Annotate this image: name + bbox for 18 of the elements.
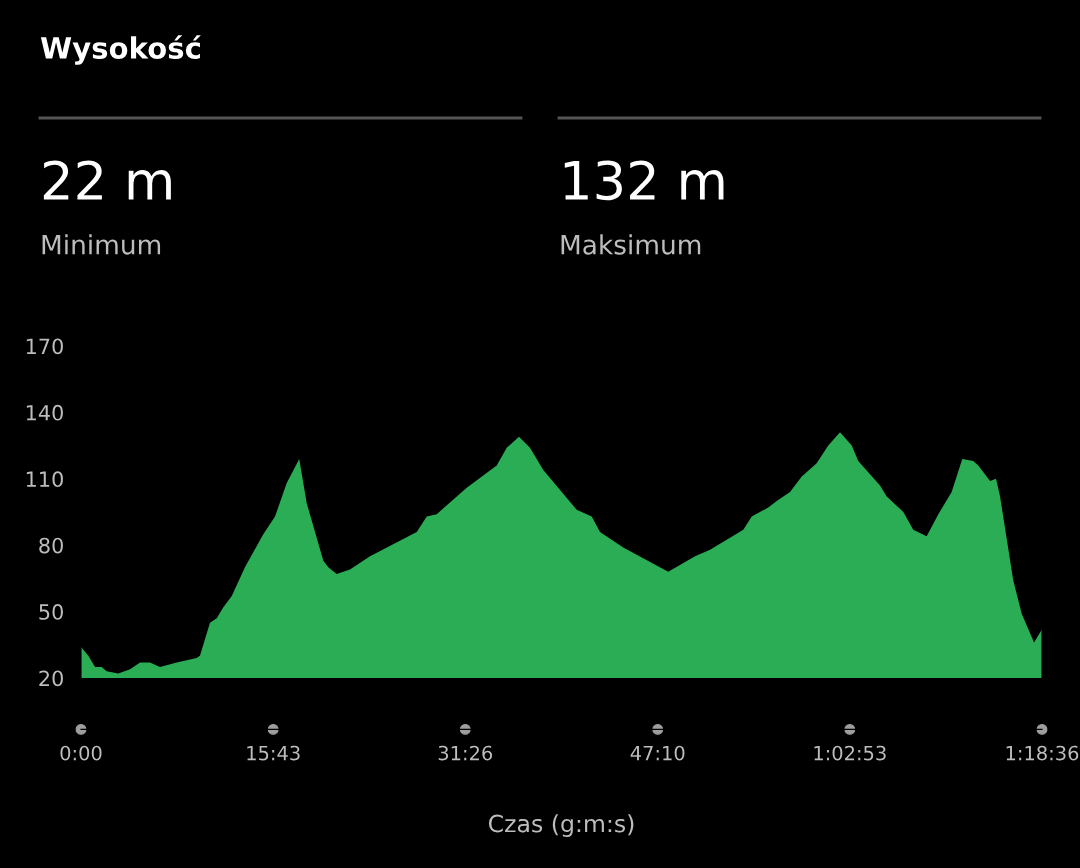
y-tick-label: 50 — [39, 604, 63, 620]
chart-title: Wysokość — [40, 35, 201, 65]
x-tick-label: 1:18:36 — [1006, 745, 1079, 761]
y-tick-label: 110 — [26, 471, 63, 488]
text: 22 m — [43, 160, 171, 200]
x-tick-label: 47:10 — [630, 745, 685, 761]
y-tick-label: 20 — [39, 670, 63, 687]
y-tick-label: 80 — [39, 537, 63, 554]
x-tick-label: 0:00 — [60, 745, 102, 761]
x-tick-label: 1:02:53 — [814, 745, 886, 761]
x-tick-label: 15:43 — [247, 745, 300, 761]
x-axis-title: Czas (g:m:s) — [488, 814, 634, 838]
text: Maksimum — [561, 234, 701, 255]
y-tick-label: 170 — [26, 338, 63, 355]
text: Minimum — [42, 234, 161, 255]
y-tick-label: 140 — [26, 404, 63, 421]
x-tick-label: 31:26 — [438, 745, 493, 761]
text: 132 m — [564, 160, 724, 201]
